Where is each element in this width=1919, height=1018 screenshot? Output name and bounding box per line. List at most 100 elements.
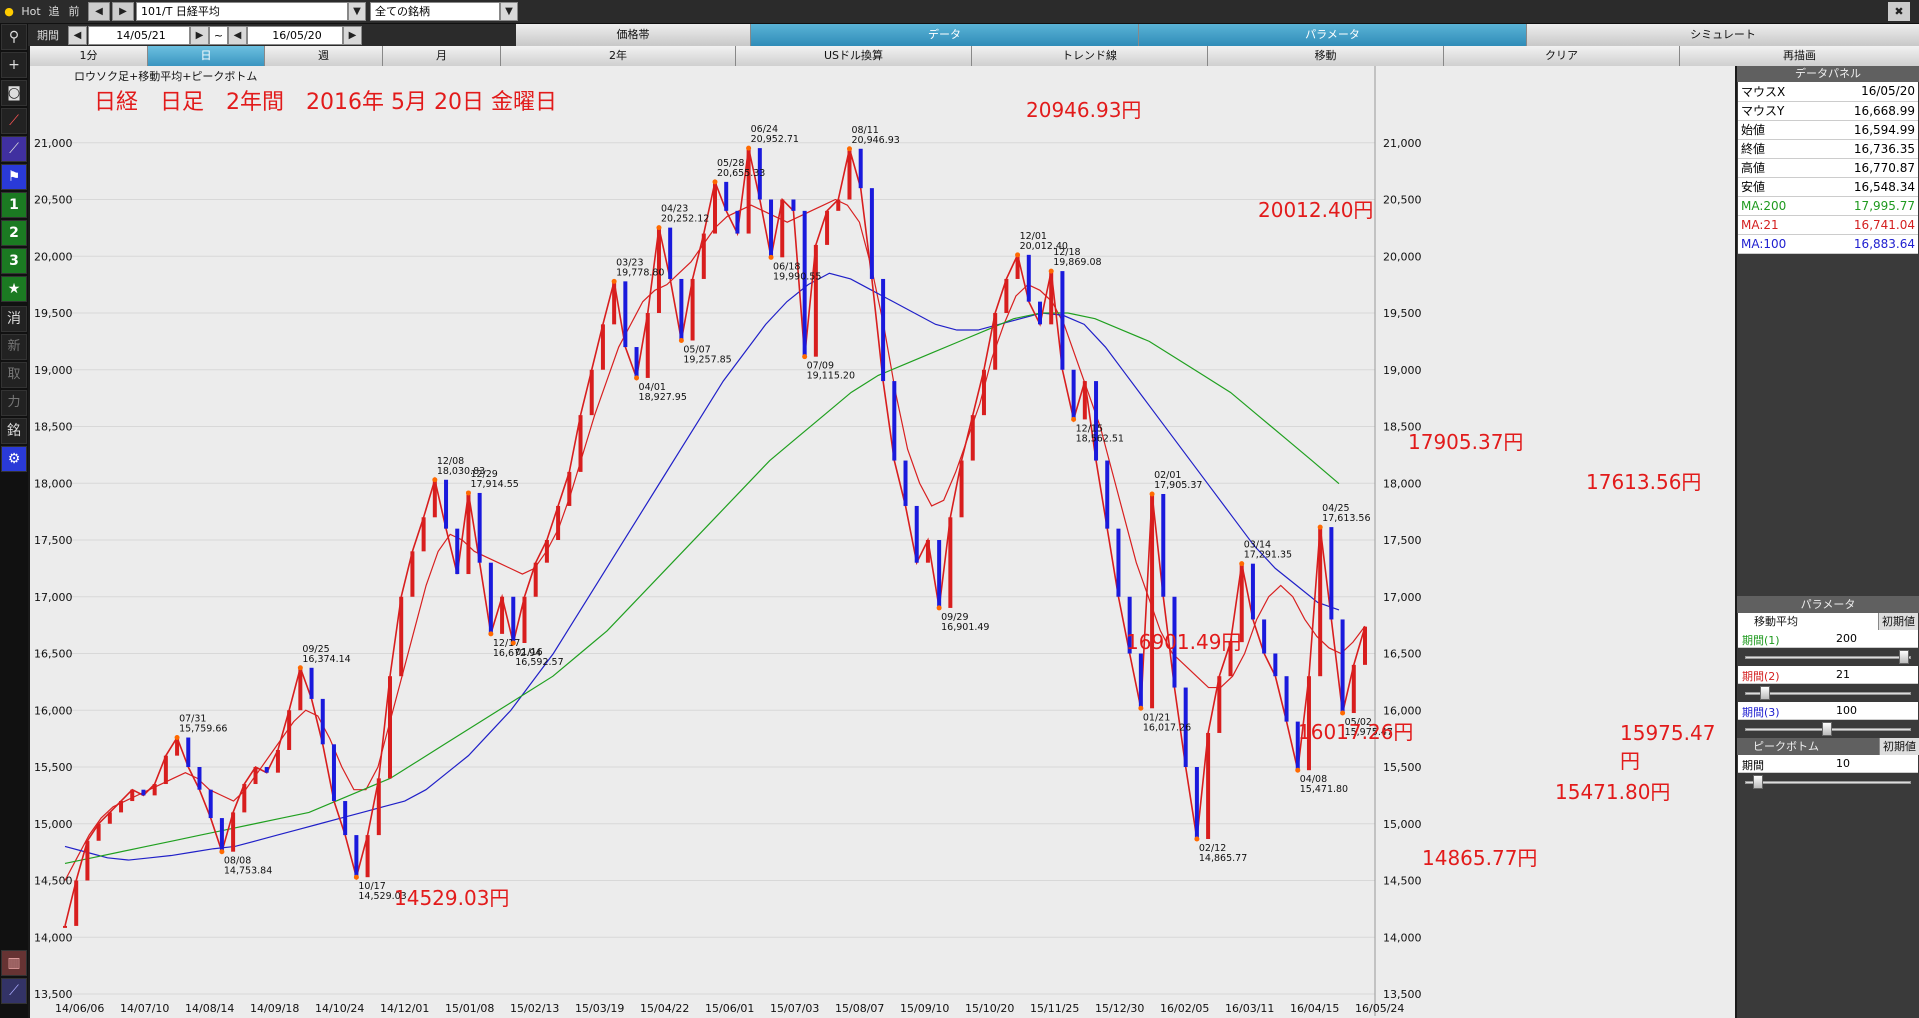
candle [1183, 687, 1188, 767]
usd-convert-button[interactable]: USドル換算 [736, 46, 972, 66]
candle [388, 676, 392, 779]
timeframe-month[interactable]: 月 [383, 46, 501, 66]
universe-dropdown-icon[interactable]: ▼ [500, 2, 518, 21]
symbol-dropdown-icon[interactable]: ▼ [348, 2, 366, 21]
y-tick-label-right: 17,500 [1383, 534, 1422, 547]
clear-button[interactable]: クリア [1444, 46, 1680, 66]
param1-slider[interactable] [1737, 647, 1919, 666]
datapanel-label: マウスY [1738, 101, 1816, 121]
peak-dot [219, 849, 225, 855]
datapanel-label: MA:100 [1738, 234, 1816, 254]
date-to-next-icon[interactable]: ▶ [343, 26, 362, 45]
x-tick-label: 14/07/10 [120, 1002, 169, 1015]
hot-button[interactable]: Hot [21, 5, 41, 18]
forward-arrow-icon[interactable]: ▶ [112, 2, 134, 21]
param2-knob[interactable] [1760, 685, 1771, 700]
candle-icon[interactable]: ▥ [1, 950, 27, 976]
param3-value[interactable]: 100 [1836, 703, 1857, 717]
close-icon[interactable]: ✖ [1888, 2, 1910, 21]
preset-2-button[interactable]: 2 [1, 220, 27, 246]
line-chart-icon[interactable]: ⟋ [1, 136, 27, 162]
sidebar-item-new[interactable]: 新 [1, 334, 27, 360]
sidebar-item-power[interactable]: 力 [1, 390, 27, 416]
date-from-prev-icon[interactable]: ◀ [68, 26, 87, 45]
peak-value-label: 16,592.57 [515, 657, 563, 668]
candle [1284, 676, 1289, 722]
candle [511, 596, 516, 643]
candle [544, 540, 549, 563]
candle [1363, 626, 1367, 665]
tab-parameters[interactable]: パラメータ [1139, 24, 1527, 46]
tab-simulate[interactable]: シミュレート [1527, 24, 1919, 46]
chart-area[interactable]: 21,000 21,000 20,500 20,500 20,000 20,000 19,5… [30, 66, 1735, 1018]
move-button[interactable]: 移動 [1208, 46, 1444, 66]
sidebar-item-take[interactable]: 取 [1, 362, 27, 388]
price-chart[interactable]: 21,000 21,000 20,500 20,500 20,000 20,000 19,5… [30, 66, 1735, 1018]
preset-1-button[interactable]: 1 [1, 192, 27, 218]
y-tick-label-left: 13,500 [34, 988, 73, 1001]
pb-value[interactable]: 10 [1836, 756, 1850, 770]
candle [791, 199, 796, 211]
redraw-button[interactable]: 再描画 [1680, 46, 1919, 66]
tab-price-band[interactable]: 価格帯 [516, 24, 751, 46]
peak-date-label: 07/31 [179, 714, 206, 725]
pb-slider[interactable] [1737, 772, 1919, 791]
timeframe-1min[interactable]: 1分 [30, 46, 148, 66]
annotation-bottom: 15975.47円 [1620, 721, 1716, 773]
gear-icon[interactable]: ⚙ [1, 446, 27, 472]
y-tick-label-left: 16,500 [34, 648, 73, 661]
peak-dot [802, 354, 808, 360]
search-icon[interactable]: ⚲ [1, 24, 27, 50]
zen-button[interactable]: 前 [68, 5, 80, 18]
bulb-icon[interactable]: ● [4, 5, 14, 18]
peak-date-label: 06/18 [773, 261, 800, 272]
peak-date-label: 12/08 [437, 456, 464, 467]
timeframe-2year[interactable]: 2年 [501, 46, 736, 66]
crosshair-icon[interactable]: + [1, 52, 27, 78]
date-from-field[interactable]: 14/05/21 [88, 26, 190, 45]
datapanel-label: 終値 [1738, 139, 1816, 159]
symbol-field[interactable]: 101/T 日経平均 [136, 2, 348, 21]
pb-knob[interactable] [1752, 774, 1763, 789]
trendline-button[interactable]: トレンド線 [972, 46, 1208, 66]
tsui-button[interactable]: 追 [48, 5, 60, 18]
peak-dot [1194, 836, 1200, 842]
chart-icon[interactable]: ⟋ [1, 108, 27, 134]
candle [96, 823, 101, 841]
pb-init-button[interactable]: 初期値 [1879, 737, 1919, 755]
date-to-prev-icon[interactable]: ◀ [228, 26, 247, 45]
candle [836, 199, 841, 211]
back-arrow-icon[interactable]: ◀ [88, 2, 110, 21]
x-tick-label: 15/01/08 [445, 1002, 494, 1015]
param1-value[interactable]: 200 [1836, 631, 1857, 645]
peak-dot [1239, 561, 1245, 567]
peak-dot [510, 640, 516, 646]
param1-knob[interactable] [1899, 649, 1909, 664]
y-tick-label-left: 18,500 [34, 421, 73, 434]
timeframe-week[interactable]: 週 [265, 46, 383, 66]
peak-value-label: 18,927.95 [639, 392, 687, 403]
param3-slider[interactable] [1737, 719, 1919, 738]
datapanel-label: MA:21 [1738, 215, 1816, 235]
ma-init-button[interactable]: 初期値 [1878, 612, 1918, 630]
peak-value-label: 19,869.08 [1053, 257, 1101, 268]
param2-value[interactable]: 21 [1836, 667, 1850, 681]
line-icon[interactable]: ⟋ [1, 978, 27, 1004]
date-from-next-icon[interactable]: ▶ [190, 26, 209, 45]
sidebar-item-erase[interactable]: 消 [1, 306, 27, 332]
sidebar-item-symbol[interactable]: 銘 [1, 418, 27, 444]
candle [231, 812, 236, 852]
tab-data[interactable]: データ [751, 24, 1139, 46]
preset-3-button[interactable]: 3 [1, 248, 27, 274]
flag-icon[interactable]: ⚑ [1, 164, 27, 190]
date-to-field[interactable]: 16/05/20 [247, 26, 343, 45]
universe-select[interactable]: 全ての銘柄 [370, 2, 500, 21]
candle [275, 749, 280, 773]
star-icon[interactable]: ★ [1, 276, 27, 302]
timeframe-day[interactable]: 日 [148, 46, 265, 66]
candle [331, 744, 336, 802]
ma-title: 移動平均 [1754, 614, 1798, 628]
param2-slider[interactable] [1737, 683, 1919, 702]
camera-icon[interactable]: ◙ [1, 80, 27, 106]
param3-knob[interactable] [1822, 721, 1832, 736]
